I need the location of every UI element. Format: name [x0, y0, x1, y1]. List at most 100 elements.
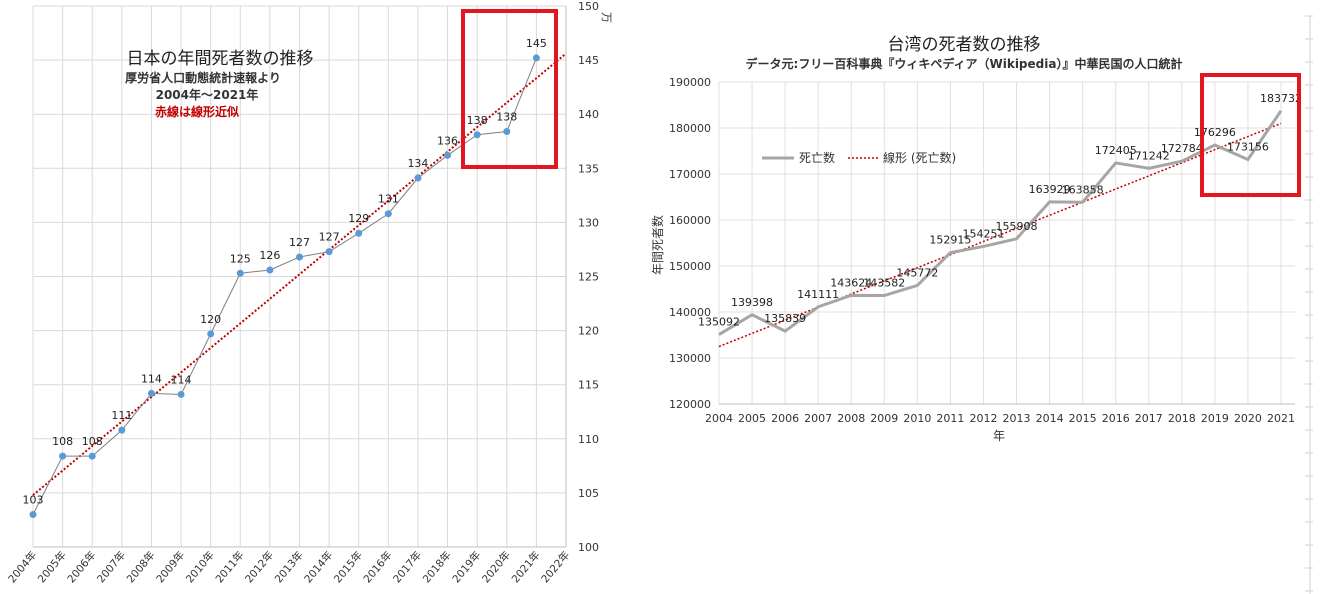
japan-trendline-group — [32, 52, 567, 496]
taiwan-x-tick-label: 2006 — [771, 412, 799, 425]
japan-x-tick-label: 2009年 — [153, 549, 187, 586]
japan-data-point — [414, 174, 422, 182]
japan-y-tick-label: 115 — [578, 379, 599, 392]
japan-data-label: 127 — [289, 236, 310, 249]
japan-data-label: 126 — [259, 249, 280, 262]
taiwan-x-tick-label: 2010 — [903, 412, 931, 425]
japan-x-tick-label: 2015年 — [331, 549, 365, 586]
taiwan-data-label: 172405 — [1095, 144, 1137, 157]
japan-data-point — [355, 229, 363, 237]
japan-data-label: 114 — [141, 372, 162, 385]
japan-x-tick-label: 2012年 — [242, 549, 276, 586]
japan-x-tick-label: 2019年 — [450, 549, 484, 586]
taiwan-legend-trend-label: 線形 (死亡数) — [883, 150, 956, 165]
japan-x-tick-label: 2004年 — [5, 549, 39, 586]
japan-x-tick-label: 2011年 — [213, 549, 247, 586]
japan-x-tick-label: 2020年 — [479, 549, 513, 586]
japan-x-tick-label: 2013年 — [272, 549, 306, 586]
japan-y-tick-label: 110 — [578, 433, 599, 446]
taiwan-series-group — [718, 109, 1283, 336]
taiwan-x-tick-label: 2009 — [870, 412, 898, 425]
japan-data-label: 145 — [526, 37, 547, 50]
japan-y-tick-label: 120 — [578, 325, 599, 338]
taiwan-data-label: 135092 — [698, 316, 740, 329]
japan-data-point — [207, 330, 215, 338]
japan-data-label: 129 — [348, 212, 369, 225]
japan-series-group — [29, 54, 540, 519]
japan-y-unit: 万 — [600, 12, 613, 23]
japan-x-tick-label: 2007年 — [94, 549, 128, 586]
taiwan-data-label: 183732 — [1260, 92, 1302, 105]
taiwan-data-label: 171242 — [1128, 149, 1170, 162]
taiwan-y-axis-label: 年間死者数 — [650, 215, 665, 275]
taiwan-data-label: 141111 — [797, 288, 839, 301]
japan-data-point — [503, 128, 511, 136]
japan-data-point — [384, 210, 392, 218]
japan-data-point — [88, 452, 96, 460]
japan-data-point — [118, 426, 126, 434]
japan-x-tick-label: 2005年 — [35, 549, 69, 586]
japan-data-point — [296, 253, 303, 261]
japan-data-label: 103 — [23, 494, 44, 507]
taiwan-y-tick-label: 130000 — [669, 352, 711, 365]
taiwan-highlight-box — [1200, 73, 1301, 197]
japan-x-tick-label: 2021年 — [509, 549, 543, 586]
japan-x-tick-label: 2017年 — [390, 549, 424, 586]
japan-chart-subtitle-2: 2004年～2021年 — [156, 87, 259, 102]
japan-data-label: 138 — [496, 111, 517, 124]
taiwan-right-axis-ticks — [1305, 15, 1313, 594]
japan-x-tick-label: 2014年 — [302, 549, 336, 586]
japan-data-label: 120 — [200, 313, 221, 326]
taiwan-x-axis-label: 年 — [993, 429, 1005, 443]
japan-data-point — [325, 248, 333, 256]
taiwan-x-tick-labels: 2004 2005 2006 2007 2008 2009 2010 2011 2012 2013… — [705, 412, 1295, 425]
taiwan-data-label: 155908 — [996, 220, 1038, 233]
japan-y-tick-label: 105 — [578, 487, 599, 500]
japan-y-tick-label: 100 — [578, 541, 599, 554]
taiwan-x-tick-label: 2016 — [1102, 412, 1130, 425]
japan-chart-subtitle-1: 厚労省人口動態統計速報より — [125, 70, 281, 85]
taiwan-x-tick-label: 2013 — [1003, 412, 1031, 425]
taiwan-series-line — [718, 109, 1283, 336]
japan-gridlines — [32, 5, 567, 548]
taiwan-y-tick-label: 190000 — [669, 76, 711, 89]
taiwan-x-tick-label: 2020 — [1234, 412, 1262, 425]
taiwan-data-label: 154251 — [962, 227, 1004, 240]
taiwan-data-label: 163858 — [1062, 183, 1104, 196]
japan-y-tick-labels: 100 105 110 115 120 125 130 135 140 145 150 — [578, 0, 599, 554]
japan-series-line — [32, 57, 537, 515]
japan-data-label: 127 — [319, 231, 340, 244]
japan-data-label: 114 — [171, 373, 192, 386]
taiwan-x-tick-label: 2007 — [804, 412, 832, 425]
japan-data-point — [29, 511, 37, 519]
japan-x-tick-label: 2016年 — [361, 549, 395, 586]
japan-highlight-box — [461, 9, 558, 169]
japan-y-tick-label: 130 — [578, 216, 599, 229]
japan-x-tick-label: 2010年 — [183, 549, 217, 586]
taiwan-y-tick-label: 150000 — [669, 260, 711, 273]
taiwan-x-tick-label: 2012 — [969, 412, 997, 425]
japan-data-point — [532, 54, 540, 62]
japan-trendline — [32, 52, 567, 496]
taiwan-data-label: 135839 — [764, 312, 806, 325]
taiwan-x-tick-label: 2011 — [936, 412, 964, 425]
taiwan-data-label: 152915 — [929, 234, 971, 247]
taiwan-x-tick-label: 2017 — [1135, 412, 1163, 425]
taiwan-data-label: 163929 — [1029, 183, 1071, 196]
taiwan-data-label: 176296 — [1194, 126, 1236, 139]
japan-data-point — [147, 389, 155, 397]
japan-x-tick-labels: 2004年2005年2006年2007年2008年2009年2010年2011年… — [5, 549, 572, 586]
taiwan-y-tick-label: 140000 — [669, 306, 711, 319]
taiwan-legend-series-label: 死亡数 — [799, 150, 835, 165]
japan-data-label: 108 — [52, 435, 73, 448]
taiwan-data-labels: 135092 139398 135839 1411111436241435821457… — [698, 92, 1302, 329]
taiwan-data-label: 145772 — [896, 266, 938, 279]
taiwan-y-tick-label: 170000 — [669, 168, 711, 181]
taiwan-x-tick-label: 2019 — [1201, 412, 1229, 425]
japan-data-point — [177, 390, 185, 398]
taiwan-y-tick-label: 120000 — [669, 398, 711, 411]
taiwan-legend: 死亡数 線形 (死亡数) — [762, 150, 956, 165]
japan-data-label: 138 — [467, 114, 488, 127]
japan-y-tick-label: 145 — [578, 54, 599, 67]
